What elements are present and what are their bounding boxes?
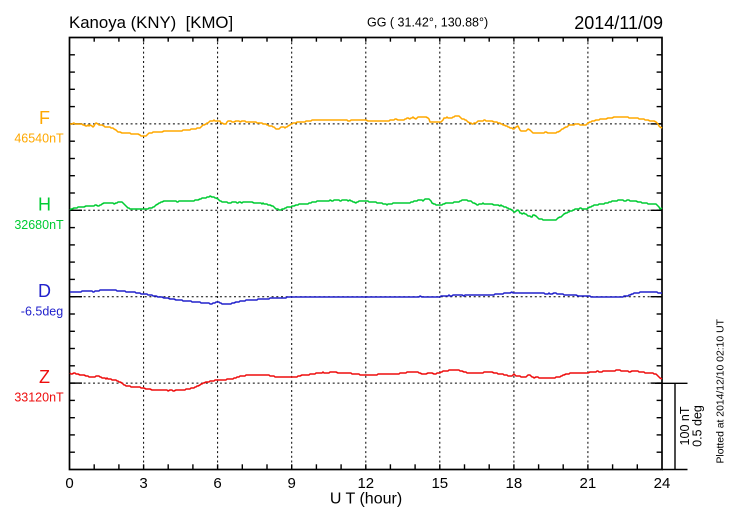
svg-text:0.5 deg: 0.5 deg	[691, 405, 705, 447]
svg-text:24: 24	[654, 475, 671, 492]
svg-text:F: F	[39, 108, 50, 128]
svg-text:46540nT: 46540nT	[14, 132, 64, 146]
svg-text:6: 6	[213, 475, 221, 492]
svg-text:100 nT: 100 nT	[678, 406, 692, 445]
svg-text:-6.5deg: -6.5deg	[21, 305, 63, 319]
svg-text:0: 0	[65, 475, 73, 492]
svg-text:33120nT: 33120nT	[14, 391, 64, 405]
svg-text:18: 18	[506, 475, 523, 492]
svg-text:U T (hour): U T (hour)	[330, 491, 402, 508]
svg-text:3: 3	[139, 475, 147, 492]
svg-text:12: 12	[357, 475, 374, 492]
svg-text:21: 21	[580, 475, 597, 492]
svg-text:Z: Z	[39, 367, 50, 387]
svg-text:D: D	[38, 281, 51, 301]
svg-text:Plotted at 2014/12/10 02:10 UT: Plotted at 2014/12/10 02:10 UT	[716, 318, 727, 463]
svg-text:32680nT: 32680nT	[14, 218, 64, 232]
svg-text:15: 15	[431, 475, 448, 492]
svg-text:GG ( 31.42°, 130.88°): GG ( 31.42°, 130.88°)	[367, 16, 488, 30]
svg-text:2014/11/09: 2014/11/09	[574, 13, 663, 33]
svg-text:9: 9	[288, 475, 296, 492]
svg-text:Kanoya (KNY) [KMO]: Kanoya (KNY) [KMO]	[69, 13, 233, 32]
svg-text:H: H	[38, 195, 51, 215]
